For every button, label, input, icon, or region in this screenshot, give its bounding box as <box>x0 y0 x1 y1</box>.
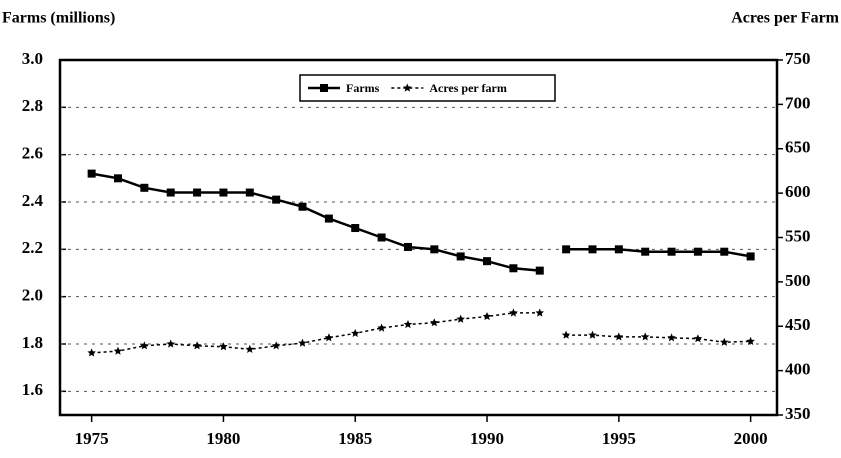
data-point <box>166 339 175 348</box>
data-point <box>298 202 307 211</box>
y-tick-label: 2.6 <box>22 144 43 163</box>
y-tick-label: 1.6 <box>22 380 43 399</box>
x-tick-label: 1975 <box>75 429 109 448</box>
legend-marker <box>320 84 328 92</box>
data-point <box>403 242 412 251</box>
y2-tick-label: 350 <box>785 404 811 423</box>
x-tick-label: 1990 <box>470 429 504 448</box>
y-tick-label: 3.0 <box>22 49 43 68</box>
data-point <box>614 245 623 254</box>
data-point <box>456 252 465 261</box>
data-point <box>588 330 597 339</box>
y2-tick-label: 400 <box>785 360 811 379</box>
data-point <box>693 247 702 256</box>
data-point <box>667 247 676 256</box>
data-point <box>377 323 386 332</box>
data-point <box>667 333 676 342</box>
data-point <box>430 318 439 327</box>
y2-tick-label: 450 <box>785 315 811 334</box>
x-tick-label: 1980 <box>206 429 240 448</box>
data-point <box>535 266 544 275</box>
y-tick-label: 2.8 <box>22 96 43 115</box>
data-point <box>377 233 386 242</box>
data-point <box>272 195 281 204</box>
data-point <box>324 333 334 342</box>
data-point <box>219 342 228 351</box>
y-tick-label: 2.0 <box>22 286 43 305</box>
y-tick-label: 2.4 <box>22 191 44 210</box>
data-point <box>746 252 755 261</box>
data-point <box>456 314 465 323</box>
legend-label: Acres per farm <box>429 81 507 95</box>
y2-tick-label: 650 <box>785 138 811 157</box>
data-point <box>298 338 307 347</box>
data-point <box>640 332 650 341</box>
legend-box <box>299 74 556 102</box>
series-line <box>91 312 751 354</box>
data-point <box>87 348 96 357</box>
data-point <box>509 264 518 273</box>
y2-axis-title: Acres per Farm <box>731 10 839 27</box>
data-point <box>509 308 518 317</box>
data-point <box>720 247 729 256</box>
y2-tick-label: 700 <box>785 93 811 112</box>
data-point <box>720 337 729 346</box>
data-point <box>140 341 149 350</box>
data-point <box>351 328 360 337</box>
data-point <box>562 245 571 254</box>
data-point <box>693 334 703 343</box>
x-tick-label: 1985 <box>338 429 372 448</box>
data-point <box>324 214 333 223</box>
data-point <box>535 308 544 317</box>
y-tick-label: 1.8 <box>22 333 43 352</box>
data-point <box>192 341 202 350</box>
y2-tick-label: 600 <box>785 182 811 201</box>
data-point <box>614 332 624 341</box>
data-point <box>482 312 492 321</box>
data-point <box>746 336 755 345</box>
y-tick-label: 2.2 <box>22 238 43 257</box>
plot-frame <box>58 58 779 417</box>
data-point <box>113 174 122 183</box>
series-line <box>91 172 751 272</box>
y-axis-title: Farms (millions) <box>2 10 115 27</box>
y2-tick-label: 750 <box>785 49 811 68</box>
data-point <box>87 169 96 178</box>
data-point <box>351 224 360 233</box>
data-point <box>193 188 202 197</box>
data-point <box>113 346 123 355</box>
legend-label: Farms <box>346 81 380 95</box>
data-point <box>245 344 255 353</box>
data-point <box>403 320 413 329</box>
legend-marker <box>403 83 412 92</box>
data-point <box>641 247 650 256</box>
data-point <box>483 257 492 266</box>
data-point <box>271 341 281 350</box>
data-point <box>430 245 439 254</box>
data-point <box>219 188 228 197</box>
data-point <box>245 188 254 197</box>
x-tick-label: 1995 <box>602 429 636 448</box>
y2-tick-label: 500 <box>785 271 811 290</box>
data-point <box>588 245 597 254</box>
data-point <box>561 330 571 339</box>
data-point <box>166 188 175 197</box>
x-tick-label: 2000 <box>734 429 768 448</box>
y2-tick-label: 550 <box>785 226 811 245</box>
data-point <box>140 183 149 192</box>
